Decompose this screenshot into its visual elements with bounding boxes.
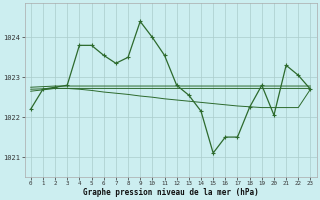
X-axis label: Graphe pression niveau de la mer (hPa): Graphe pression niveau de la mer (hPa): [83, 188, 259, 197]
